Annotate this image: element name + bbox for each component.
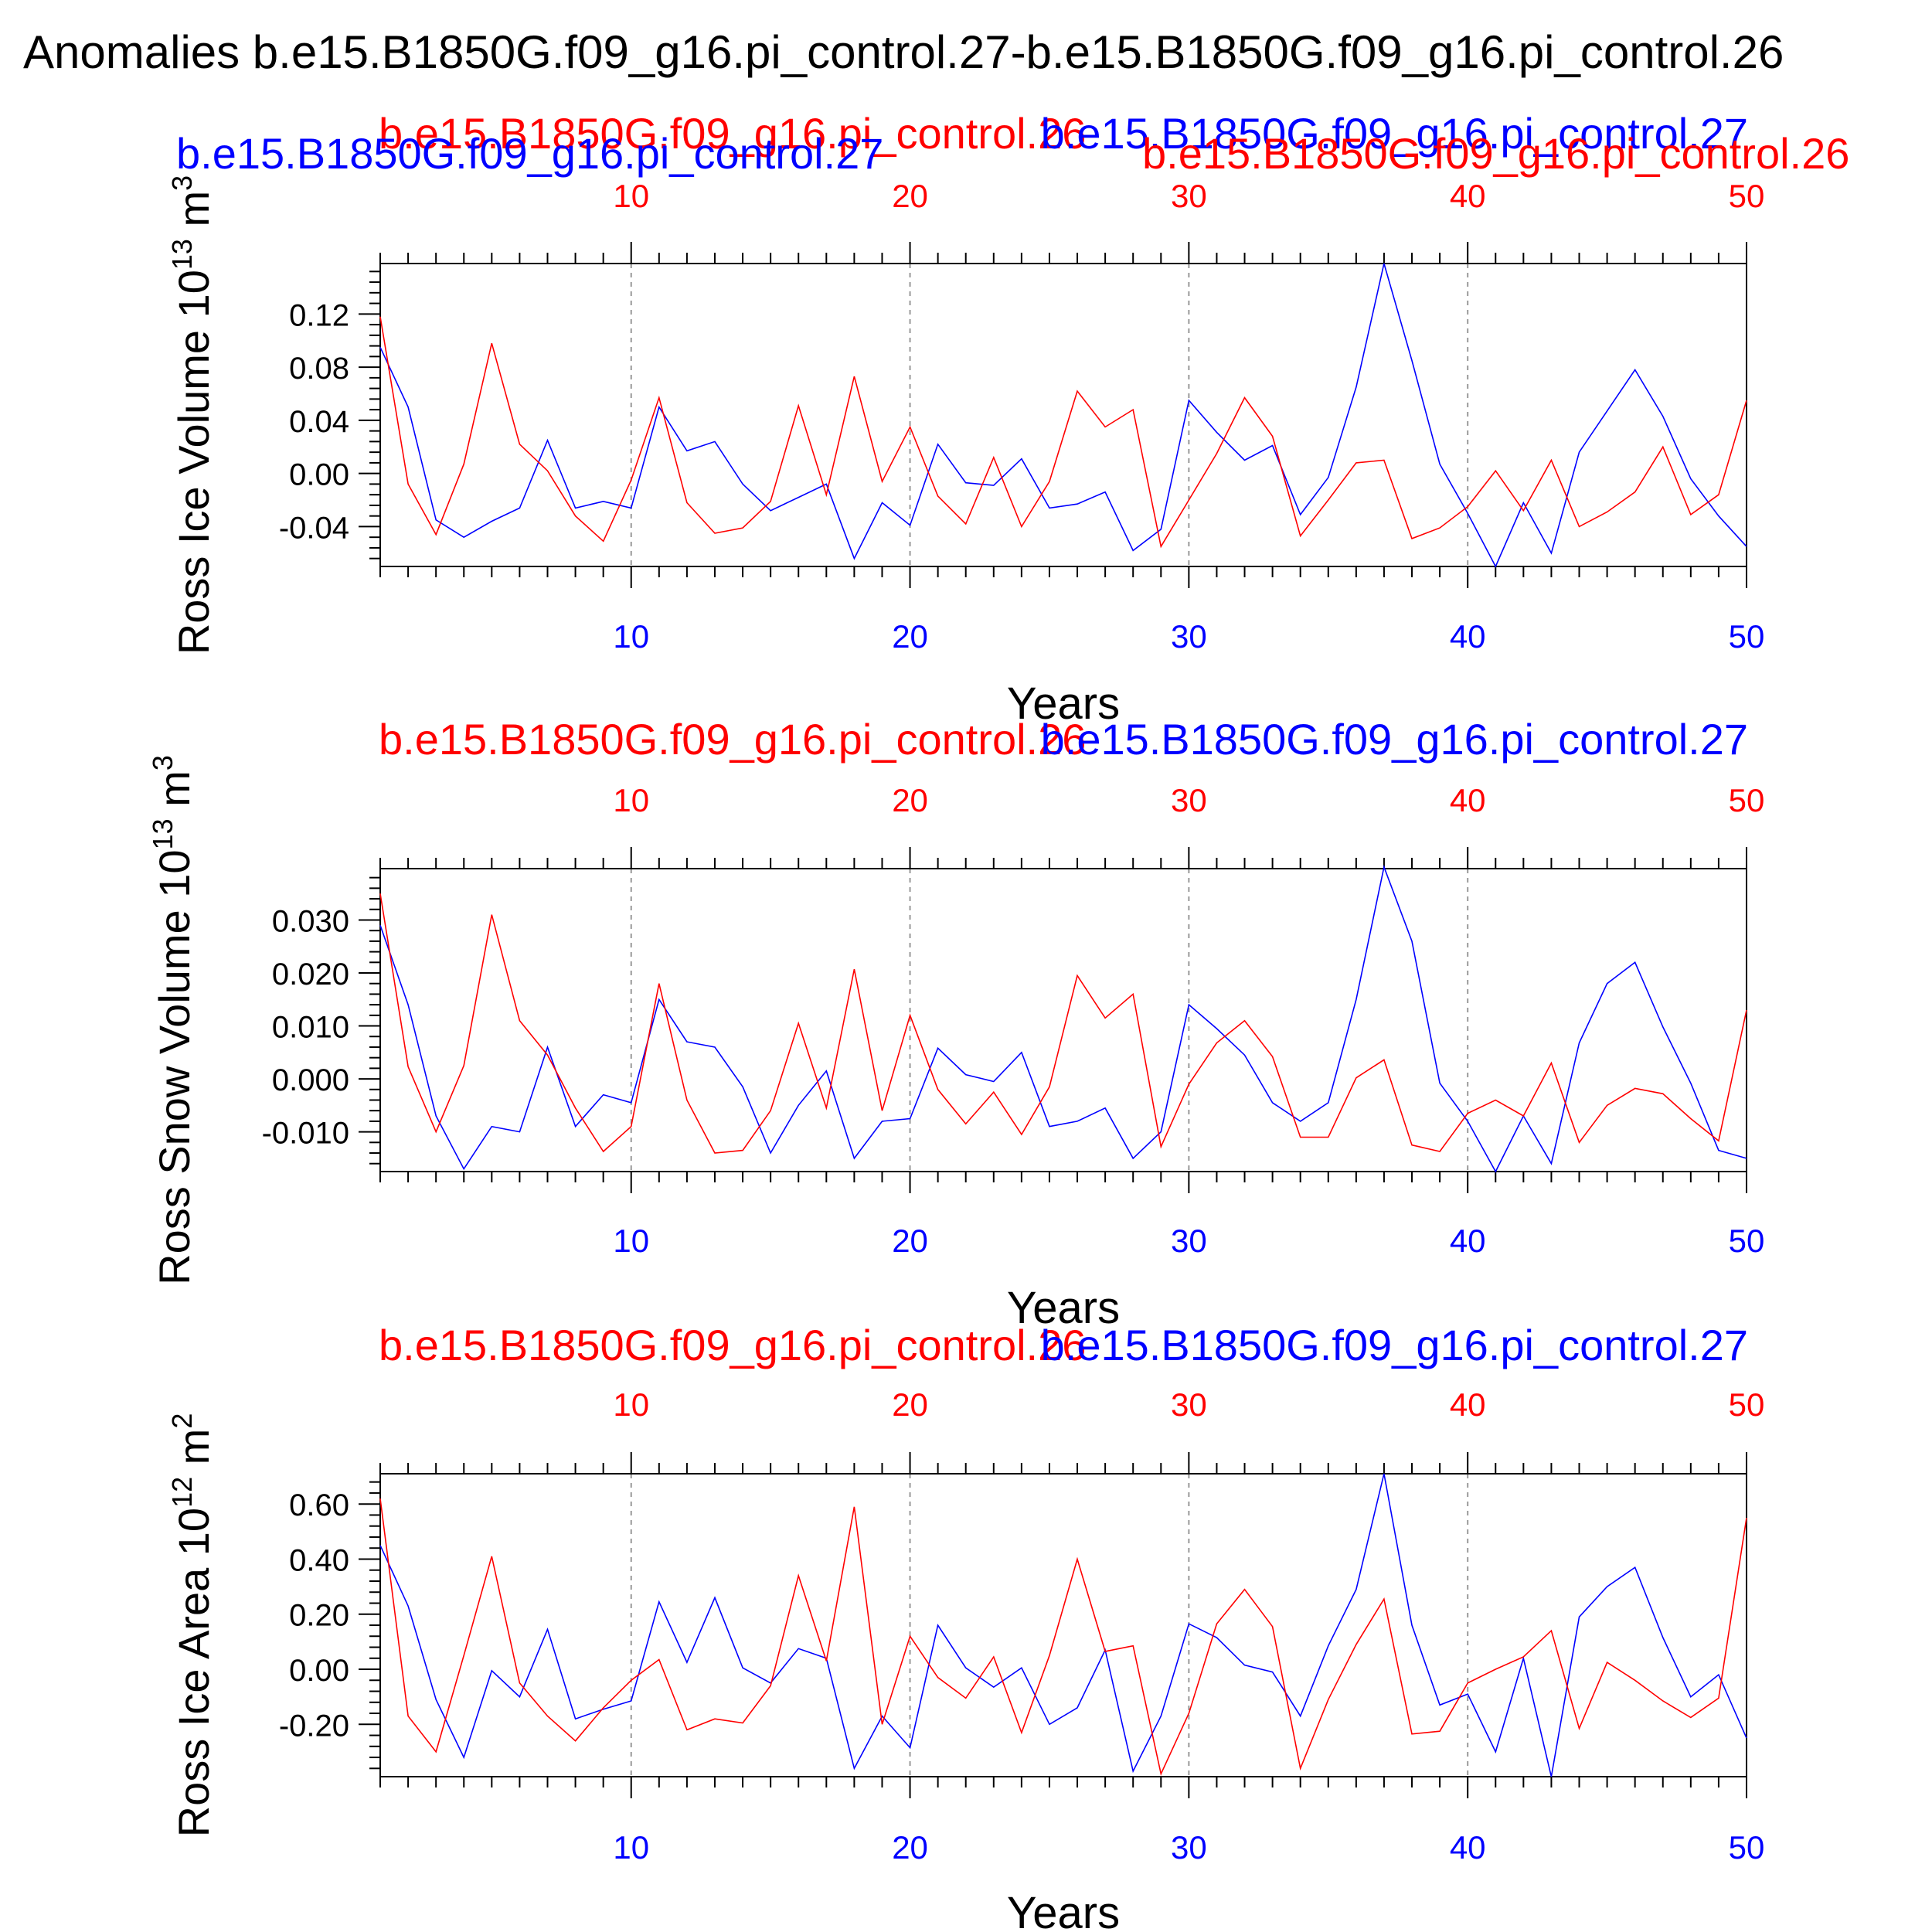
- y-axis-label-part: m: [169, 191, 218, 239]
- y-tick-label: 0.04: [289, 405, 349, 439]
- figure-title: Anomalies b.e15.B1850G.f09_g16.pi_contro…: [23, 26, 1784, 78]
- chart-panel-1: -0.04 0.00 0.04 0.08 0.12 10 10 20 20 30 30 40 40 50 5…: [166, 109, 1849, 729]
- x-tick-label-top: 20: [892, 782, 928, 818]
- chart-panels: -0.04 0.00 0.04 0.08 0.12 10 10 20 20 30 30 40 40 50 5…: [147, 109, 1849, 1932]
- y-tick-label: -0.20: [279, 1709, 349, 1743]
- plot-frame: [379, 868, 1747, 1172]
- y-axis-label-part: 13: [147, 818, 179, 849]
- y-tick-label: 0.010: [272, 1011, 349, 1045]
- x-tick-label-bottom: 10: [613, 618, 649, 655]
- y-tick-label: 0.00: [289, 1654, 349, 1688]
- series-line-27: [379, 865, 1747, 1173]
- y-tick-label: 0.030: [272, 904, 349, 938]
- subtitle-blue-2: b.e15.B1850G.f09_g16.pi_control.27: [176, 129, 883, 178]
- x-tick-label-top: 30: [1171, 178, 1207, 214]
- x-tick-label-bottom: 50: [1729, 1829, 1765, 1866]
- y-tick-label: -0.04: [279, 511, 349, 545]
- y-tick-label: 0.000: [272, 1063, 349, 1097]
- y-axis-label-part: 2: [166, 1413, 198, 1429]
- x-tick-label-bottom: 50: [1729, 1223, 1765, 1259]
- subtitle-blue: b.e15.B1850G.f09_g16.pi_control.27: [1041, 1321, 1748, 1369]
- x-tick-label-top: 50: [1729, 782, 1765, 818]
- x-tick-label-top: 40: [1450, 178, 1486, 214]
- subtitle-blue: b.e15.B1850G.f09_g16.pi_control.27: [1041, 715, 1748, 764]
- y-tick-label: 0.020: [272, 957, 349, 992]
- x-tick-label-top: 40: [1450, 1386, 1486, 1423]
- y-tick-label: 0.00: [289, 458, 349, 492]
- x-tick-label-top: 10: [613, 1386, 649, 1423]
- x-tick-label-top: 10: [613, 178, 649, 214]
- y-tick-label: 0.20: [289, 1599, 349, 1633]
- y-axis-label-part: Ross Ice Area 10: [169, 1508, 218, 1837]
- y-tick-label: 0.40: [289, 1543, 349, 1577]
- series-line-26: [379, 1498, 1747, 1776]
- y-tick-label: 0.08: [289, 352, 349, 386]
- y-axis-label-part: 3: [147, 755, 179, 770]
- x-tick-label-bottom: 30: [1171, 618, 1207, 655]
- subtitle-red-2: b.e15.B1850G.f09_g16.pi_control.26: [1142, 129, 1849, 178]
- x-tick-label-top: 40: [1450, 782, 1486, 818]
- y-axis-label-part: 12: [166, 1477, 198, 1508]
- y-tick-label: 0.60: [289, 1488, 349, 1522]
- x-tick-label-bottom: 10: [613, 1829, 649, 1866]
- y-axis-label-part: m: [150, 770, 199, 818]
- series-line-27: [379, 263, 1747, 568]
- x-tick-label-top: 30: [1171, 1386, 1207, 1423]
- x-axis-label: Years: [1007, 679, 1120, 729]
- subtitle-red: b.e15.B1850G.f09_g16.pi_control.26: [379, 715, 1086, 764]
- x-tick-label-bottom: 40: [1450, 618, 1486, 655]
- x-tick-label-top: 30: [1171, 782, 1207, 818]
- y-tick-label: -0.010: [262, 1117, 349, 1151]
- x-tick-label-bottom: 40: [1450, 1223, 1486, 1259]
- x-axis-label: Years: [1007, 1283, 1120, 1333]
- x-tick-label-bottom: 30: [1171, 1223, 1207, 1259]
- x-tick-label-bottom: 20: [892, 1829, 928, 1866]
- x-tick-label-bottom: 50: [1729, 618, 1765, 655]
- y-axis-label: Ross Ice Area 1012 m2: [166, 1413, 218, 1838]
- x-tick-label-top: 50: [1729, 178, 1765, 214]
- x-axis-label: Years: [1007, 1888, 1120, 1932]
- subtitle-blue: b.e15.B1850G.f09_g16.pi_control.27: [1041, 109, 1748, 158]
- plot-frame: [379, 1473, 1747, 1777]
- y-axis-label-part: 3: [166, 175, 198, 191]
- y-axis-label-part: m: [169, 1429, 218, 1477]
- x-tick-label-top: 20: [892, 178, 928, 214]
- x-tick-label-top: 50: [1729, 1386, 1765, 1423]
- y-axis-label: Ross Snow Volume 1013 m3: [147, 755, 199, 1285]
- y-axis-label-part: Ross Snow Volume 10: [150, 849, 199, 1284]
- chart-panel-2: -0.010 0.000 0.010 0.020 0.030 10 10 20 20 30 30 40…: [147, 715, 1764, 1333]
- y-axis-label: Ross Ice Volume 1013 m3: [166, 175, 218, 655]
- series-line-26: [379, 316, 1747, 549]
- x-tick-label-bottom: 20: [892, 618, 928, 655]
- plot-frame: [379, 263, 1747, 567]
- series-line-27: [379, 1473, 1747, 1777]
- subtitle-red: b.e15.B1850G.f09_g16.pi_control.26: [379, 1321, 1086, 1369]
- x-tick-label-top: 20: [892, 1386, 928, 1423]
- x-tick-label-bottom: 40: [1450, 1829, 1486, 1866]
- y-tick-label: 0.12: [289, 298, 349, 332]
- y-axis-label-part: Ross Ice Volume 10: [169, 270, 218, 655]
- y-axis-label-part: 13: [166, 239, 198, 270]
- x-tick-label-bottom: 20: [892, 1223, 928, 1259]
- x-tick-label-top: 10: [613, 782, 649, 818]
- subtitle-red: b.e15.B1850G.f09_g16.pi_control.26: [379, 109, 1086, 158]
- x-tick-label-bottom: 30: [1171, 1829, 1207, 1866]
- chart-panel-3: -0.20 0.00 0.20 0.40 0.60 10 10 20 20 30 30 40 40 50 5…: [166, 1321, 1764, 1932]
- series-line-26: [379, 893, 1747, 1154]
- x-tick-label-bottom: 10: [613, 1223, 649, 1259]
